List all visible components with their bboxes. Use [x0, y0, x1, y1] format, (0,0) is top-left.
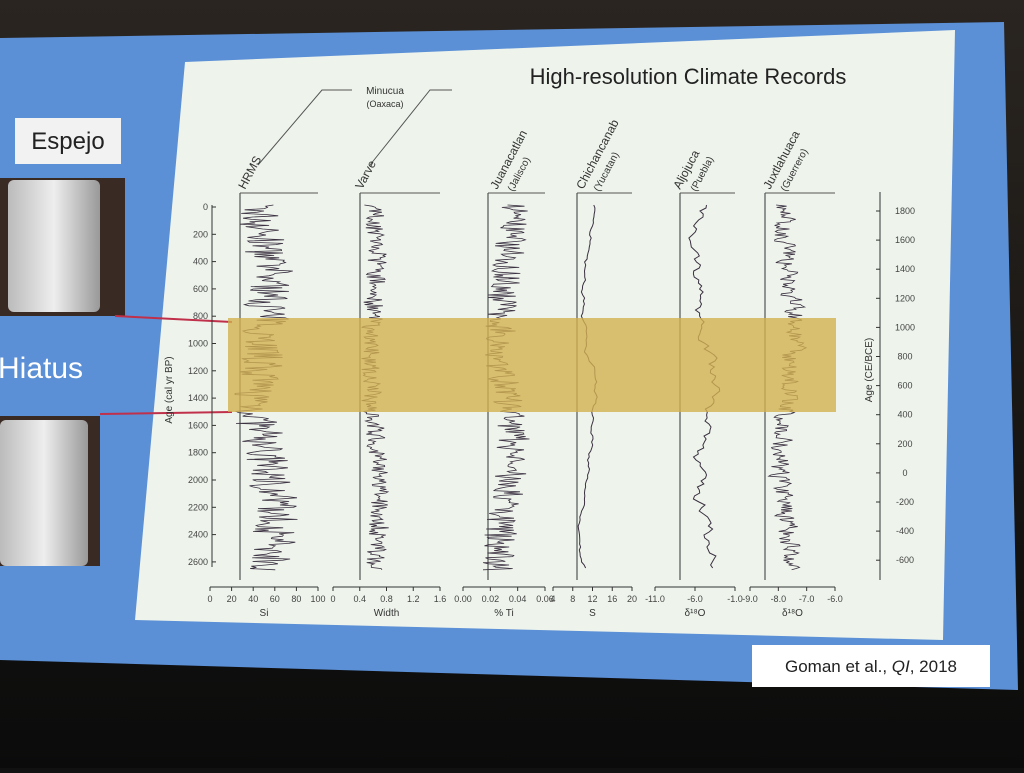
bracket-line: [257, 89, 352, 166]
y-tick-label: 200: [193, 229, 208, 239]
y-tick-label: 0: [203, 202, 208, 212]
x-tick-label: -6.0: [827, 594, 843, 604]
x-tick-label: 4: [550, 594, 555, 604]
x-tick-label: 20: [627, 594, 637, 604]
x-axis-label: S: [589, 608, 596, 619]
x-tick-label: 80: [291, 594, 301, 604]
x-tick-label: 8: [570, 594, 575, 604]
site-region: (Oaxaca): [366, 99, 403, 109]
y-tick-label: 1800: [895, 206, 915, 216]
y-tick-label: 2000: [188, 475, 208, 485]
y-tick-label: 200: [897, 439, 912, 449]
x-tick-label: 12: [587, 594, 597, 604]
label-box: [15, 118, 121, 164]
x-tick-label: 20: [227, 594, 237, 604]
x-tick-label: -8.0: [771, 594, 787, 604]
x-tick-label: -7.0: [799, 594, 815, 604]
espejo-label: Espejo: [31, 128, 104, 155]
x-tick-label: 100: [310, 594, 325, 604]
x-tick-label: 0.02: [482, 594, 500, 604]
y-tick-label: 600: [193, 284, 208, 294]
hiatus-line: [99, 411, 233, 415]
hiatus-label: Hiatus: [0, 352, 83, 385]
x-tick-label: 0.04: [509, 594, 527, 604]
x-axis-label: % Ti: [494, 608, 513, 619]
x-tick-label: 0: [330, 594, 335, 604]
site-name: Minucua: [366, 86, 404, 97]
y-tick-label: 1800: [188, 448, 208, 458]
y-tick-label: 800: [897, 352, 912, 362]
x-tick-label: 40: [248, 594, 258, 604]
y-tick-label: 1400: [188, 393, 208, 403]
x-tick-label: 0.8: [380, 594, 393, 604]
citation: Goman et al., QI, 2018: [785, 657, 957, 676]
bracket-line: [369, 89, 452, 166]
x-axis-label: δ¹⁸O: [685, 608, 706, 619]
y-tick-label: 400: [897, 410, 912, 420]
y-tick-label: 2200: [188, 502, 208, 512]
x-axis-label: Width: [374, 608, 400, 619]
core-image: [8, 180, 100, 312]
y-tick-label: -600: [896, 555, 914, 565]
y-tick-label: -400: [896, 526, 914, 536]
y-tick-label: 600: [897, 381, 912, 391]
citation-authors: Goman et al.,: [785, 657, 892, 676]
y-tick-label: 1600: [188, 420, 208, 430]
y-tick-label: 2600: [188, 557, 208, 567]
y-tick-label: 1000: [895, 322, 915, 332]
y-axis-label: Age (CE/BCE): [864, 338, 875, 402]
x-tick-label: -1.0: [727, 594, 743, 604]
y-tick-label: 2400: [188, 530, 208, 540]
y-tick-label: 0: [902, 468, 907, 478]
x-tick-label: -11.0: [645, 594, 665, 604]
y-tick-label: 800: [193, 311, 208, 321]
slide-title: High-resolution Climate Records: [530, 64, 847, 89]
x-tick-label: 1.6: [434, 594, 447, 604]
x-tick-label: 16: [607, 594, 617, 604]
citation-year: , 2018: [910, 657, 957, 676]
y-tick-label: 1200: [188, 366, 208, 376]
citation-box: [752, 645, 990, 687]
citation-journal: QI: [892, 657, 910, 676]
x-tick-label: -9.0: [742, 594, 758, 604]
x-axis-label: δ¹⁸O: [782, 608, 803, 619]
y-tick-label: 1200: [895, 293, 915, 303]
y-tick-label: 1000: [188, 339, 208, 349]
group-bracket: Minucua (Oaxaca): [257, 86, 452, 166]
hiatus-band: [228, 318, 836, 412]
y-tick-label: 400: [193, 257, 208, 267]
core-image: [0, 420, 88, 566]
y-tick-label: 1400: [895, 264, 915, 274]
x-tick-label: 0: [207, 594, 212, 604]
y-tick-label: -200: [896, 497, 914, 507]
y-axis-label: Age (cal yr BP): [164, 356, 175, 423]
x-tick-label: -6.0: [687, 594, 703, 604]
x-tick-label: 0.00: [454, 594, 472, 604]
x-tick-label: 0.4: [353, 594, 366, 604]
x-axis-label: Si: [260, 608, 269, 619]
y-tick-label: 1600: [895, 235, 915, 245]
x-tick-label: 1.2: [407, 594, 420, 604]
x-tick-label: 0.06: [536, 594, 554, 604]
x-tick-label: 60: [270, 594, 280, 604]
